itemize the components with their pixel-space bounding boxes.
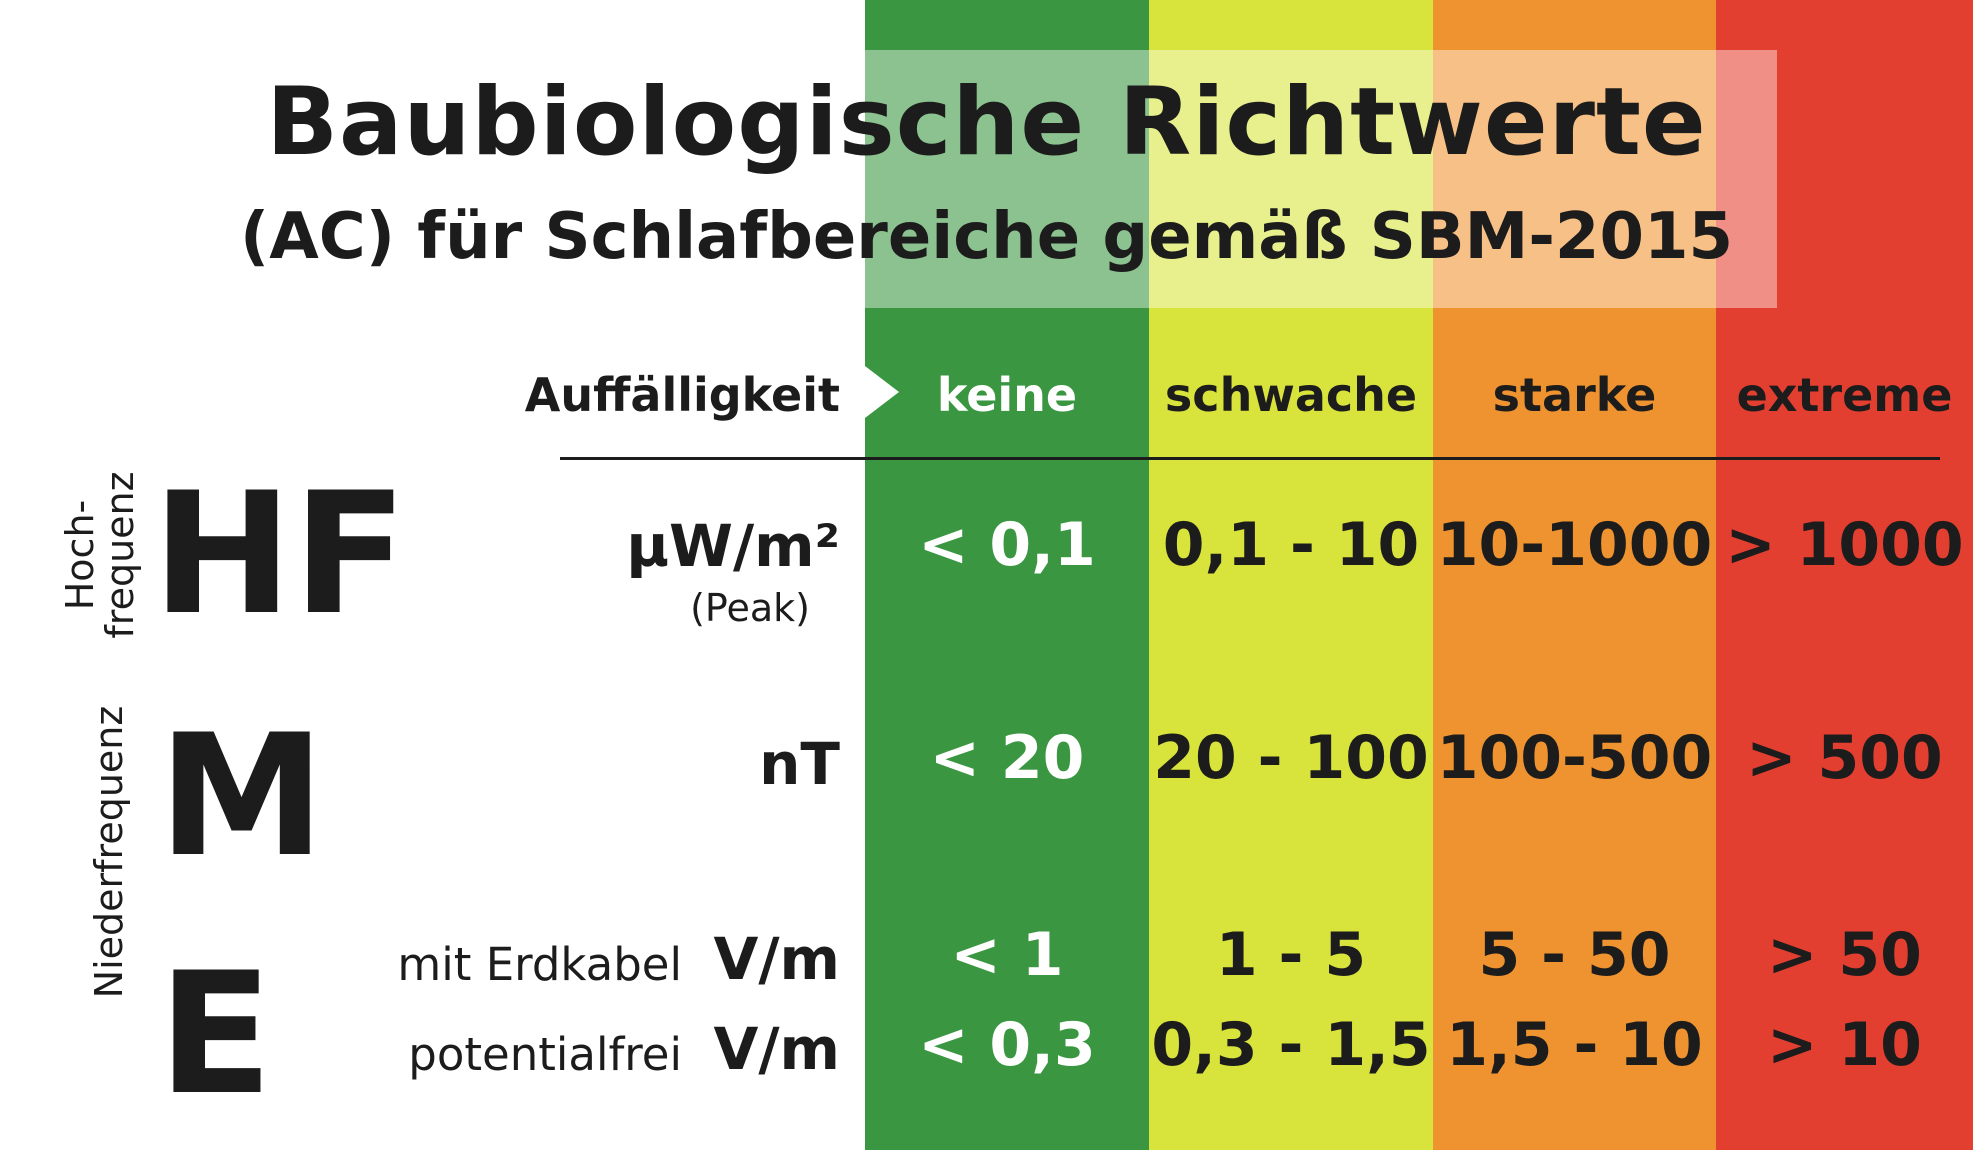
arrow-icon	[865, 366, 899, 418]
page-title: Baubiologische Richtwerte	[266, 68, 1707, 177]
header-divider	[560, 457, 1940, 460]
header-keine: keine	[936, 368, 1078, 422]
band-starke	[1433, 0, 1716, 1150]
e2-value-keine: < 0,3	[918, 1010, 1096, 1080]
m-value-keine: < 20	[929, 723, 1085, 793]
e1-value-extreme: > 50	[1767, 920, 1922, 990]
m-value-starke: 100-500	[1436, 723, 1713, 793]
m-value-extreme: > 500	[1746, 723, 1943, 793]
unit-hf: µW/m²	[626, 512, 840, 580]
band-schwache	[1149, 0, 1433, 1150]
hf-value-starke: 10-1000	[1436, 510, 1713, 580]
title-highlight-box	[865, 50, 1777, 308]
unit-e-potentialfrei: V/m	[713, 1015, 840, 1083]
e-label-erdkabel: mit Erdkabel	[397, 938, 682, 991]
unit-e-erdkabel: V/m	[713, 925, 840, 993]
e1-value-schwache: 1 - 5	[1215, 920, 1367, 990]
header-label: Auffälligkeit	[524, 368, 840, 422]
symbol-m: M	[158, 698, 326, 894]
header-extreme: extreme	[1736, 368, 1953, 422]
e1-value-keine: < 1	[950, 920, 1064, 990]
side-label-niederfrequenz: Niederfrequenz	[87, 705, 131, 999]
symbol-e: E	[158, 936, 273, 1132]
hf-value-schwache: 0,1 - 10	[1162, 510, 1420, 580]
e2-value-starke: 1,5 - 10	[1446, 1010, 1703, 1080]
symbol-hf: HF	[152, 456, 408, 652]
hf-value-extreme: > 1000	[1725, 510, 1964, 580]
e2-value-extreme: > 10	[1767, 1010, 1922, 1080]
unit-hf-note: (Peak)	[690, 586, 810, 630]
e-label-potentialfrei: potentialfrei	[408, 1028, 682, 1081]
header-schwache: schwache	[1164, 368, 1418, 422]
e1-value-starke: 5 - 50	[1478, 920, 1671, 990]
m-value-schwache: 20 - 100	[1153, 723, 1429, 793]
unit-m: nT	[759, 730, 840, 798]
page-subtitle: (AC) für Schlafbereiche gemäß SBM-2015	[239, 200, 1734, 274]
header-starke: starke	[1492, 368, 1657, 422]
band-extreme	[1716, 0, 1973, 1150]
hf-value-keine: < 0,1	[918, 510, 1096, 580]
e2-value-schwache: 0,3 - 1,5	[1151, 1010, 1431, 1080]
band-keine	[865, 0, 1149, 1150]
